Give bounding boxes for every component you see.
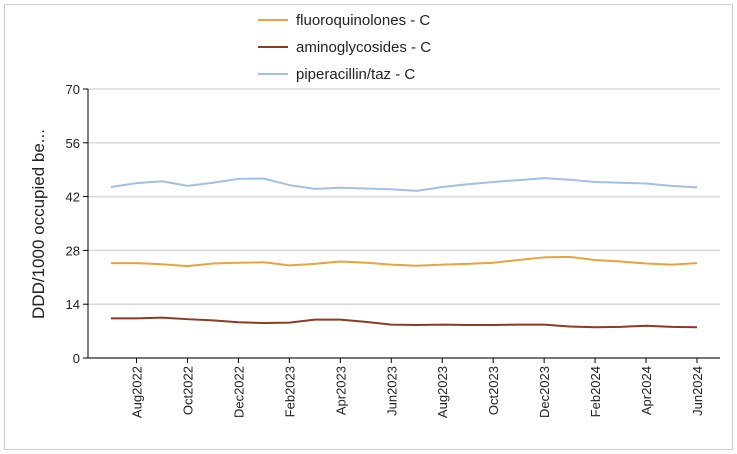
x-tick-label: Aug2023 [435, 366, 450, 418]
series-line [111, 255, 698, 268]
y-tick-label: 28 [66, 243, 80, 258]
y-axis-label: DDD/1000 occupied be... [29, 129, 48, 319]
x-tick-label: Apr2023 [333, 366, 348, 415]
y-tick-label: 56 [66, 136, 80, 151]
x-tick-label: Feb2023 [282, 366, 297, 417]
x-tick-label: Jun2024 [690, 366, 705, 416]
frame [4, 4, 733, 450]
x-tick-label: Apr2024 [639, 366, 654, 415]
x-tick-label: Jun2023 [384, 366, 399, 416]
x-tick-label: Dec2022 [231, 366, 246, 418]
legend-label: fluoroquinolones - C [296, 12, 430, 29]
y-tick-label: 42 [66, 190, 80, 205]
x-tick-label: Oct2022 [180, 366, 195, 415]
legend-label: aminoglycosides - C [296, 39, 431, 56]
x-tick-label: Oct2023 [486, 366, 501, 415]
y-tick-label: 0 [73, 351, 80, 366]
y-tick-label: 14 [66, 297, 80, 312]
y-tick-label: 70 [66, 82, 80, 97]
legend-label: piperacillin/taz - C [296, 66, 415, 83]
series-line [110, 177, 698, 192]
x-tick-label: Dec2023 [537, 366, 552, 418]
x-tick-label: Aug2022 [129, 366, 144, 418]
series-line [111, 316, 698, 329]
x-tick-label: Feb2024 [588, 366, 603, 417]
